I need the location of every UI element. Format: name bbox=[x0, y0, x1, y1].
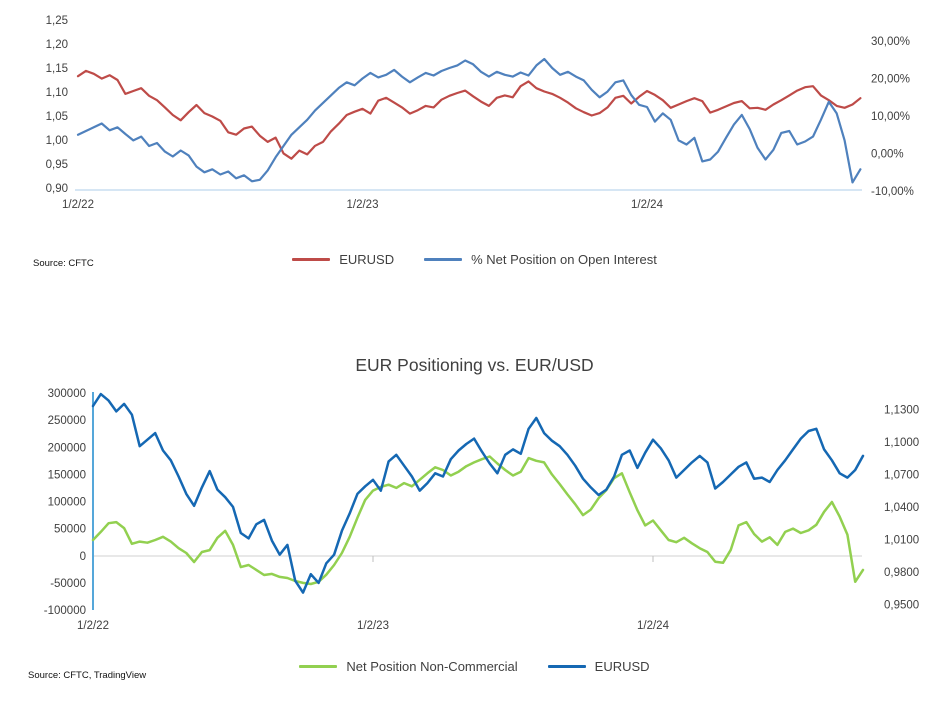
left-axis-tick-label: 100000 bbox=[48, 497, 86, 509]
legend-item-net-position-pct: % Net Position on Open Interest bbox=[424, 252, 657, 267]
right-axis-tick-label: 0,00% bbox=[871, 149, 904, 161]
eurusd-bottom-line-swatch bbox=[547, 665, 586, 668]
right-axis-tick-label: 1,0100 bbox=[884, 534, 919, 546]
top-chart-source: Source: CFTC bbox=[33, 258, 94, 269]
x-axis-tick-label: 1/2/22 bbox=[77, 620, 109, 632]
left-axis-tick-label: 50000 bbox=[54, 524, 86, 536]
left-axis-tick-label: 1,10 bbox=[46, 87, 68, 99]
right-axis-tick-label: 10,00% bbox=[871, 111, 910, 123]
left-axis-tick-label: 150000 bbox=[48, 469, 86, 481]
right-axis-tick-label: 0,9800 bbox=[884, 567, 919, 579]
series-line-eurusd bbox=[91, 392, 865, 594]
net-position-line-swatch bbox=[299, 665, 338, 668]
series-line-net-position-non-commercial bbox=[91, 455, 865, 586]
right-axis-tick-label: 1,1300 bbox=[884, 404, 919, 416]
legend-item-eurusd-bottom: EURUSD bbox=[547, 659, 650, 674]
legend-label: Net Position Non-Commercial bbox=[346, 659, 518, 674]
net-position-pct-line-swatch bbox=[424, 258, 463, 261]
left-axis-tick-label: 200000 bbox=[48, 442, 86, 454]
legend-item-eurusd: EURUSD bbox=[292, 252, 394, 267]
legend-label: % Net Position on Open Interest bbox=[471, 252, 657, 267]
bottom-chart-source: Source: CFTC, TradingView bbox=[28, 670, 147, 681]
left-axis-tick-label: 1,25 bbox=[46, 15, 68, 27]
legend-label: EURUSD bbox=[339, 252, 395, 267]
left-axis-tick-label: 300000 bbox=[48, 388, 86, 400]
x-axis-tick-label: 1/2/24 bbox=[637, 620, 670, 632]
x-axis-tick-label: 1/2/23 bbox=[357, 620, 389, 632]
left-axis-tick-label: 0,95 bbox=[46, 159, 68, 171]
right-axis-tick-label: 20,00% bbox=[871, 74, 910, 86]
left-axis-tick-label: 1,00 bbox=[46, 135, 68, 147]
series-line--net-position-on-open-interest bbox=[76, 57, 862, 184]
top-chart-legend: EURUSD % Net Position on Open Interest bbox=[0, 252, 949, 267]
right-axis-tick-label: 30,00% bbox=[871, 36, 910, 48]
x-axis-tick-label: 1/2/23 bbox=[347, 199, 379, 211]
left-axis-tick-label: 0 bbox=[80, 551, 86, 563]
right-axis-tick-label: 0,9500 bbox=[884, 600, 919, 612]
x-axis-tick-label: 1/2/24 bbox=[631, 199, 664, 211]
bottom-chart-legend: Net Position Non-Commercial EURUSD bbox=[0, 659, 949, 674]
left-axis-tick-label: 1,15 bbox=[46, 63, 68, 75]
left-axis-tick-label: 1,05 bbox=[46, 111, 68, 123]
right-axis-tick-label: 1,0400 bbox=[884, 502, 919, 514]
legend-label: EURUSD bbox=[594, 659, 650, 674]
left-axis-tick-label: -100000 bbox=[44, 605, 86, 617]
x-axis-tick-label: 1/2/22 bbox=[62, 199, 94, 211]
left-axis-tick-label: 0,90 bbox=[46, 183, 68, 195]
series-line-eurusd bbox=[76, 69, 862, 160]
right-axis-tick-label: 1,0700 bbox=[884, 469, 919, 481]
right-axis-tick-label: -10,00% bbox=[871, 186, 914, 198]
left-axis-tick-label: 250000 bbox=[48, 415, 86, 427]
bottom-chart-title: EUR Positioning vs. EUR/USD bbox=[355, 355, 594, 375]
eurusd-line-swatch bbox=[292, 258, 331, 261]
left-axis-tick-label: -50000 bbox=[50, 578, 86, 590]
right-axis-tick-label: 1,1000 bbox=[884, 437, 919, 449]
legend-item-net-position: Net Position Non-Commercial bbox=[299, 659, 518, 674]
left-axis-tick-label: 1,20 bbox=[46, 39, 68, 51]
